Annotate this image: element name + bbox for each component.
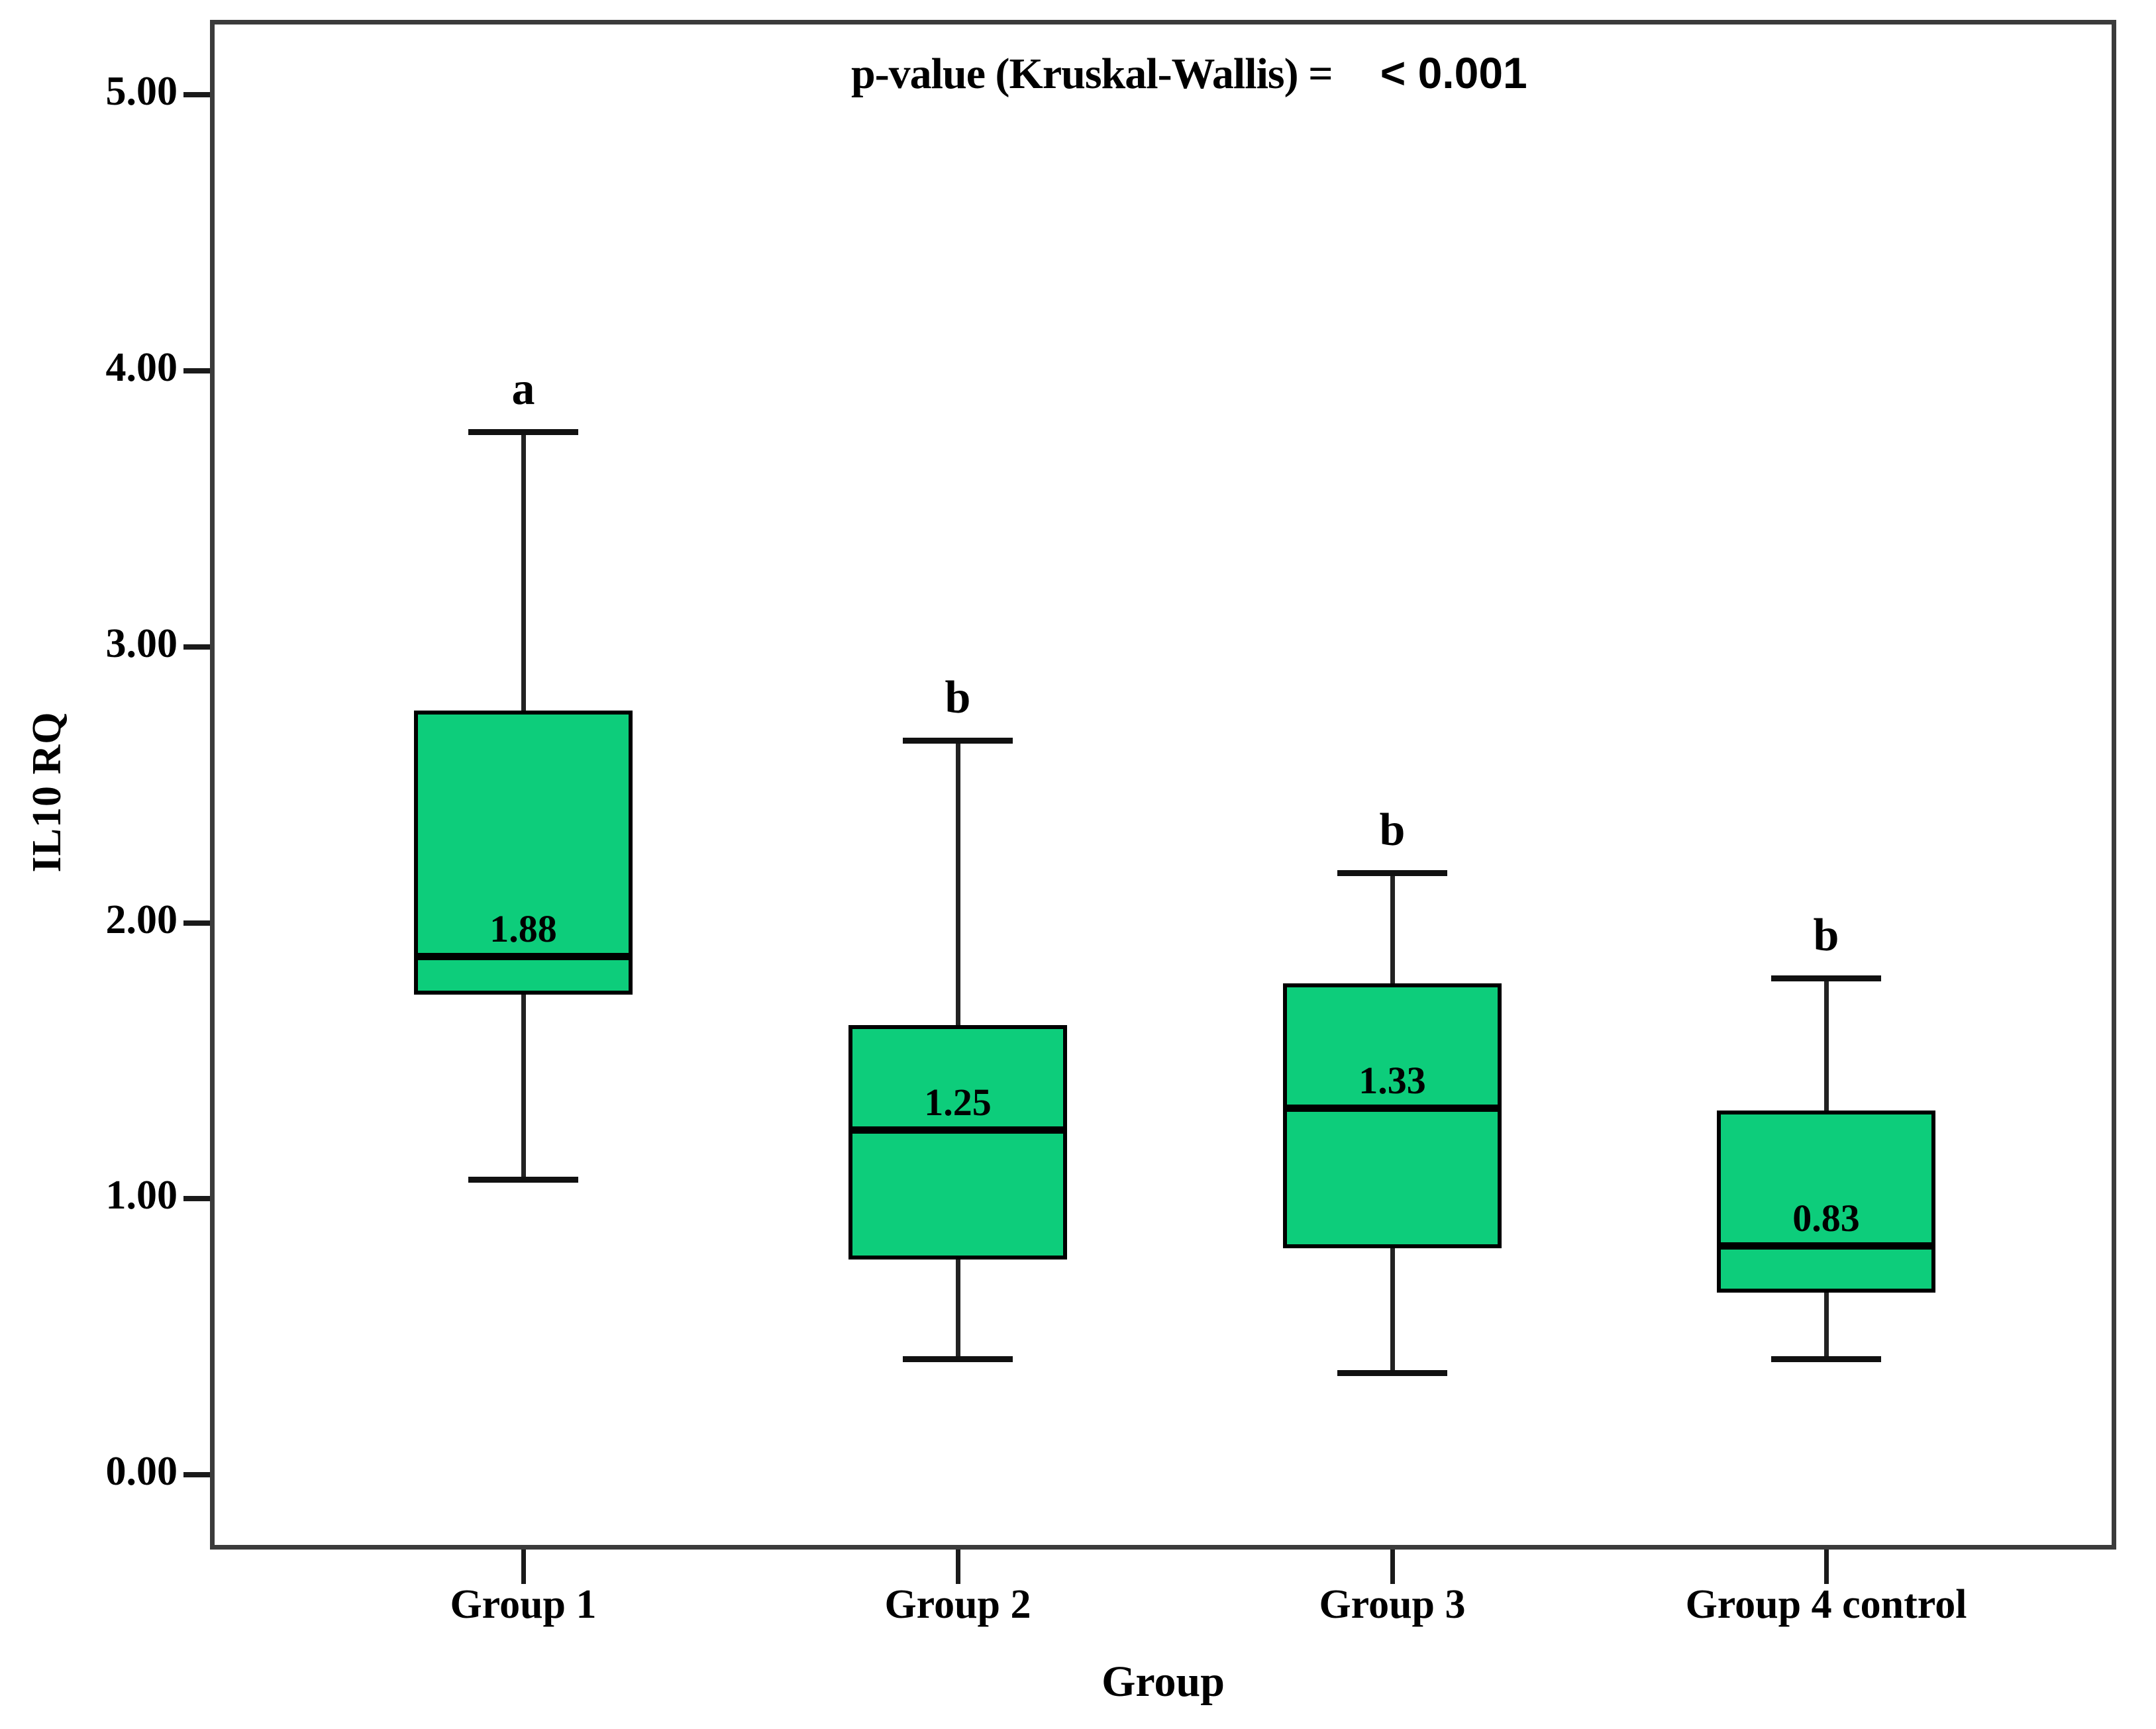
y-tick-label: 1.00 bbox=[105, 1173, 178, 1218]
whisker-cap-top bbox=[903, 738, 1013, 744]
y-tick-label: 4.00 bbox=[105, 345, 178, 390]
box-rect bbox=[1717, 1110, 1935, 1293]
y-tick-label: 5.00 bbox=[105, 69, 178, 115]
whisker-cap-top bbox=[468, 428, 578, 435]
median-line bbox=[414, 952, 633, 960]
chart-title: p-value (Kruskal-Wallis) = < 0.001 bbox=[851, 48, 1527, 99]
x-axis-title: Group bbox=[1102, 1657, 1225, 1706]
box-rect bbox=[848, 1024, 1067, 1260]
box-rect bbox=[1283, 983, 1502, 1249]
x-tick-label: Group 2 bbox=[884, 1582, 1031, 1627]
y-axis-title: IL10 RQ bbox=[25, 711, 70, 873]
y-tick-mark bbox=[183, 920, 210, 926]
median-value-label: 0.83 bbox=[1792, 1197, 1860, 1240]
x-tick-label: Group 4 control bbox=[1685, 1582, 1967, 1627]
y-tick-mark bbox=[183, 1472, 210, 1477]
median-line bbox=[848, 1126, 1067, 1134]
whisker-cap-bottom bbox=[1337, 1369, 1447, 1376]
x-tick-mark bbox=[521, 1550, 526, 1584]
median-line bbox=[1717, 1242, 1935, 1250]
y-tick-mark bbox=[183, 1196, 210, 1202]
median-value-label: 1.33 bbox=[1359, 1058, 1426, 1102]
significance-letter: a bbox=[511, 363, 535, 415]
median-value-label: 1.25 bbox=[924, 1081, 992, 1124]
x-tick-label: Group 1 bbox=[450, 1582, 597, 1627]
y-tick-mark bbox=[183, 644, 210, 650]
y-tick-mark bbox=[183, 368, 210, 373]
significance-letter: b bbox=[1379, 805, 1406, 856]
whisker-cap-bottom bbox=[1771, 1356, 1881, 1362]
y-tick-label: 0.00 bbox=[105, 1449, 178, 1494]
significance-letter: b bbox=[945, 672, 971, 724]
whisker-cap-top bbox=[1337, 870, 1447, 877]
whisker-cap-top bbox=[1771, 975, 1881, 981]
x-tick-mark bbox=[956, 1550, 960, 1584]
pvalue-value: < 0.001 bbox=[1380, 48, 1527, 97]
median-line bbox=[1283, 1104, 1502, 1112]
y-tick-label: 3.00 bbox=[105, 620, 178, 666]
x-tick-mark bbox=[1390, 1550, 1395, 1584]
x-tick-mark bbox=[1824, 1550, 1829, 1584]
y-tick-label: 2.00 bbox=[105, 897, 178, 942]
pvalue-label: p-value (Kruskal-Wallis) = bbox=[851, 50, 1333, 98]
x-tick-label: Group 3 bbox=[1319, 1582, 1466, 1627]
whisker-cap-bottom bbox=[903, 1356, 1013, 1362]
significance-letter: b bbox=[1813, 909, 1839, 961]
whisker-cap-bottom bbox=[468, 1177, 578, 1183]
median-value-label: 1.88 bbox=[489, 907, 557, 950]
y-tick-mark bbox=[183, 92, 210, 98]
box-rect bbox=[414, 710, 633, 995]
